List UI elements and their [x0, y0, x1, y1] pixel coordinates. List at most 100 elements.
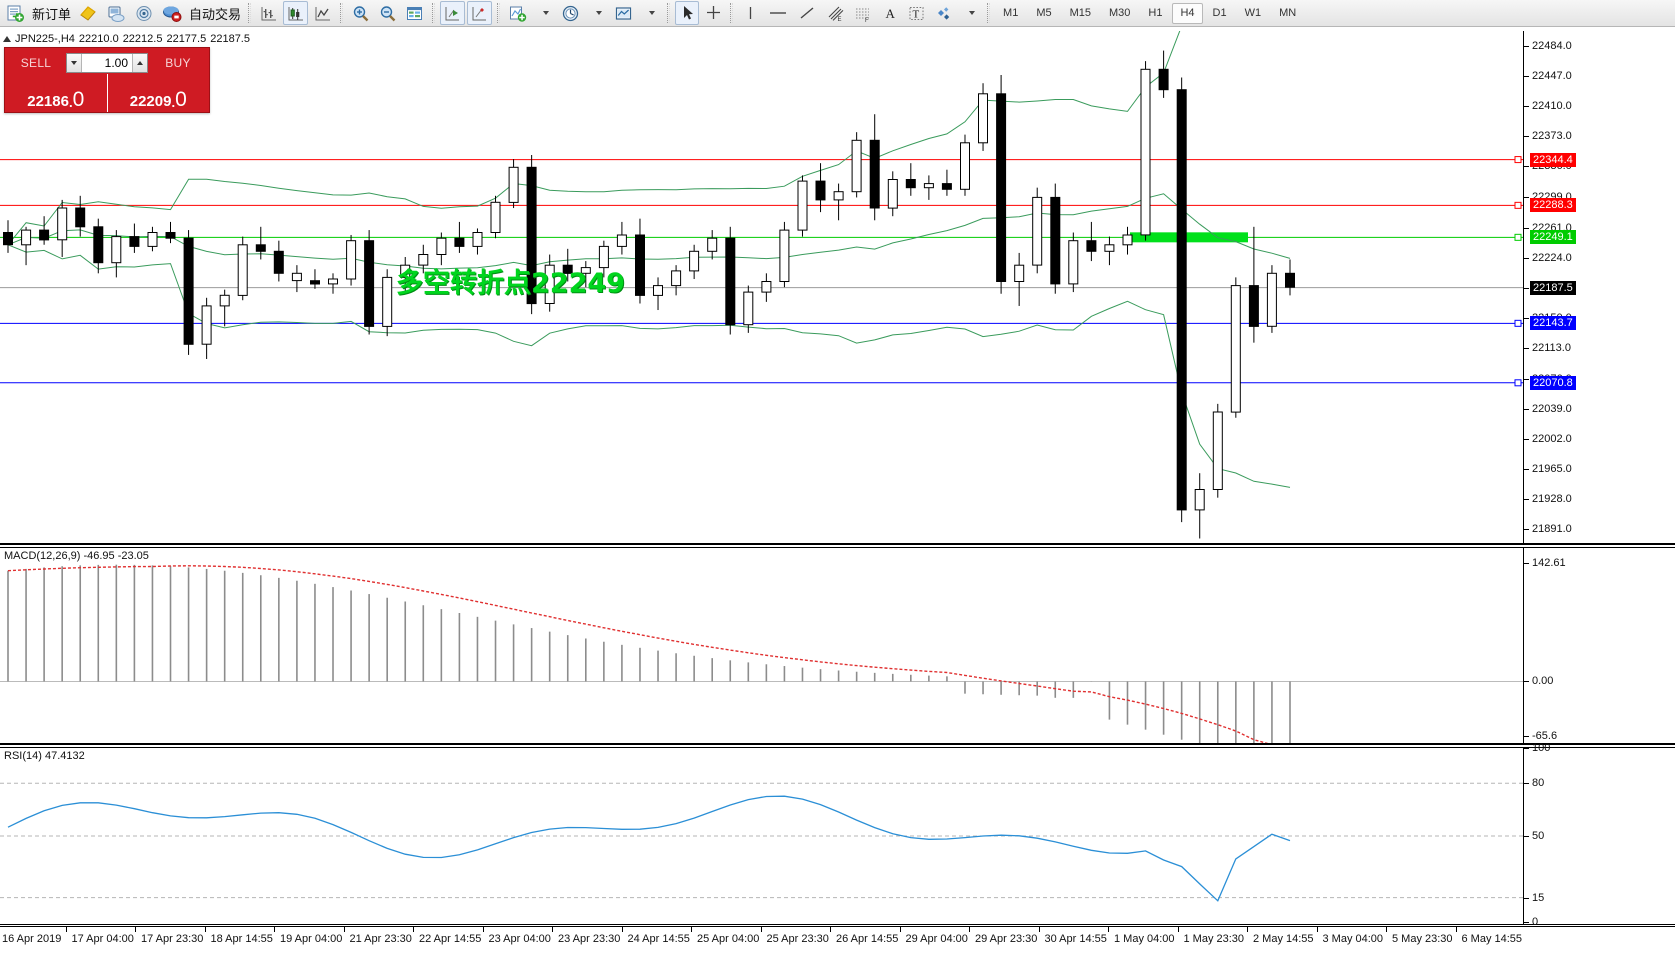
- collapse-triangle-icon[interactable]: [3, 36, 11, 42]
- one-click-trading-panel[interactable]: SELL 1.00 BUY 22186 . 0: [4, 47, 210, 113]
- rsi-plot[interactable]: RSI(14) 47.4132: [0, 748, 1523, 924]
- horizontal-line-button[interactable]: [764, 1, 792, 25]
- price-plot[interactable]: 多空转折点22249: [0, 31, 1523, 543]
- rsi-tick-label: 0: [1532, 916, 1539, 928]
- time-tick: [274, 927, 275, 932]
- toolbar-separator: [730, 3, 734, 23]
- price-tick: [1524, 529, 1529, 531]
- price-marker-current-price[interactable]: 22187.5: [1530, 280, 1576, 295]
- shapes-icon: [938, 6, 950, 20]
- candle-chart-button[interactable]: [283, 1, 309, 25]
- macd-tick-label: 0.00: [1532, 675, 1554, 688]
- data-window-button[interactable]: [402, 1, 427, 25]
- chart-annotation-text[interactable]: 多空转折点22249: [396, 268, 625, 299]
- add-indicator-button[interactable]: [505, 1, 530, 25]
- zoom-in-button[interactable]: [348, 1, 373, 25]
- line-chart-icon: [315, 6, 331, 20]
- buy-label[interactable]: BUY: [165, 55, 191, 70]
- buy-price-main: 22209: [129, 93, 172, 110]
- autotrading-label[interactable]: 自动交易: [189, 6, 242, 22]
- volume-decrement-button[interactable]: [67, 53, 82, 72]
- text-label-button[interactable]: T: [904, 1, 929, 25]
- volume-increment-button[interactable]: [132, 53, 147, 72]
- macd-scale[interactable]: 142.61 0.00 -65.6: [1523, 548, 1675, 743]
- timeframe-d1-button[interactable]: D1: [1212, 7, 1227, 19]
- timeframe-h4-button[interactable]: H4: [1172, 2, 1203, 24]
- new-order-label[interactable]: 新订单: [32, 6, 72, 22]
- timeframe-m30-button[interactable]: M30: [1109, 7, 1131, 19]
- timeframe-m5-button[interactable]: M5: [1036, 7, 1052, 19]
- templates-dropdown[interactable]: [638, 1, 662, 25]
- time-tick-label: 25 Apr 23:30: [766, 933, 829, 945]
- symbol-header: JPN225-,H4 22210.0 22212.5 22177.5 22187…: [3, 33, 250, 45]
- price-marker-resistance-line[interactable]: 22344.4: [1530, 152, 1576, 167]
- price-marker-pivot-line[interactable]: 22249.1: [1530, 230, 1576, 245]
- rsi-tick-label: 50: [1532, 830, 1545, 842]
- price-tick: [1524, 75, 1529, 77]
- publisher-button[interactable]: [103, 1, 129, 25]
- crosshair-button[interactable]: [701, 1, 725, 25]
- toolbar-separator: [497, 3, 501, 23]
- price-pane[interactable]: 多空转折点22249 22484.0 22447.0 22410.0 22373.0 2…: [0, 31, 1675, 545]
- macd-pane[interactable]: MACD(12,26,9) -46.95 -23.05 142.61 0.00 -6…: [0, 547, 1675, 745]
- timeframe-mn-button[interactable]: MN: [1279, 7, 1297, 19]
- time-tick-label: 5 May 23:30: [1392, 933, 1453, 945]
- time-tick: [482, 927, 484, 932]
- time-tick-label: 16 Apr 2019: [2, 933, 62, 945]
- templates-button[interactable]: [611, 1, 636, 25]
- shapes-button[interactable]: [931, 1, 956, 25]
- text-button[interactable]: A: [878, 1, 902, 25]
- time-tick: [760, 927, 762, 932]
- time-tick: [1316, 927, 1318, 932]
- shift-end-button[interactable]: [440, 1, 466, 25]
- timeframe-w1-button[interactable]: W1: [1244, 7, 1262, 19]
- expert-advisors-button[interactable]: [75, 1, 101, 25]
- price-tick: [1524, 438, 1529, 440]
- price-scale[interactable]: 22484.022447.022410.022373.022336.022299…: [1523, 31, 1675, 543]
- fibonacci-button[interactable]: F: [850, 1, 876, 25]
- timeframe-m1-button[interactable]: M1: [1003, 7, 1019, 19]
- price-tick: [1524, 166, 1529, 168]
- toolbar-separator: [340, 3, 344, 23]
- price-tick: [1524, 45, 1529, 47]
- new-order-icon: [7, 5, 24, 22]
- volume-stepper[interactable]: 1.00: [66, 52, 148, 73]
- shapes-dropdown[interactable]: [958, 1, 982, 25]
- equidistant-channel-icon: E: [828, 6, 844, 23]
- price-marker-resistance-line[interactable]: 22288.3: [1530, 198, 1576, 213]
- sell-label[interactable]: SELL: [20, 55, 52, 70]
- auto-scroll-button[interactable]: [467, 1, 493, 25]
- autotrading-button[interactable]: [159, 1, 185, 25]
- chart-area[interactable]: 多空转折点22249 22484.0 22447.0 22410.0 22373.0 2…: [0, 27, 1675, 953]
- signals-button[interactable]: [131, 1, 157, 25]
- line-chart-button[interactable]: [310, 1, 335, 25]
- vertical-line-button[interactable]: [738, 1, 762, 25]
- zoom-out-button[interactable]: [375, 1, 400, 25]
- signals-icon: [136, 5, 152, 21]
- timeframe-h1-button[interactable]: H1: [1148, 7, 1163, 19]
- new-order-button[interactable]: [3, 1, 28, 25]
- buy-price-button[interactable]: 22209 . 0: [108, 74, 210, 112]
- equidistant-channel-button[interactable]: E: [822, 1, 848, 25]
- period-dropdown[interactable]: [585, 1, 609, 25]
- macd-plot[interactable]: MACD(12,26,9) -46.95 -23.05: [0, 548, 1523, 743]
- price-marker-support-line[interactable]: 22070.8: [1530, 375, 1576, 390]
- bar-chart-button[interactable]: [256, 1, 281, 25]
- volume-input[interactable]: 1.00: [104, 55, 128, 70]
- rsi-scale[interactable]: 100 80 50 15 0: [1523, 742, 1675, 928]
- price-marker-support-line[interactable]: 22143.7: [1530, 316, 1576, 331]
- rsi-tick-label: 80: [1532, 777, 1545, 790]
- period-button[interactable]: [558, 1, 583, 25]
- time-axis[interactable]: 16 Apr 2019 17 Apr 04:00 17 Apr 23:30 18 Ap…: [0, 926, 1675, 953]
- ohlc-open: 22210.0: [78, 33, 119, 45]
- rsi-pane[interactable]: RSI(14) 47.4132 100 80 50 15 0: [0, 742, 1675, 928]
- rsi-tick: [1524, 783, 1529, 785]
- time-tick-label: 30 Apr 14:55: [1044, 933, 1107, 945]
- shift-end-icon: [445, 6, 460, 20]
- timeframe-m15-button[interactable]: M15: [1069, 7, 1091, 19]
- time-tick-label: 26 Apr 14:55: [836, 933, 899, 945]
- add-indicator-dropdown[interactable]: [532, 1, 556, 25]
- trendline-button[interactable]: [794, 1, 820, 25]
- cursor-button[interactable]: [675, 1, 700, 25]
- sell-price-button[interactable]: 22186 . 0: [5, 74, 108, 112]
